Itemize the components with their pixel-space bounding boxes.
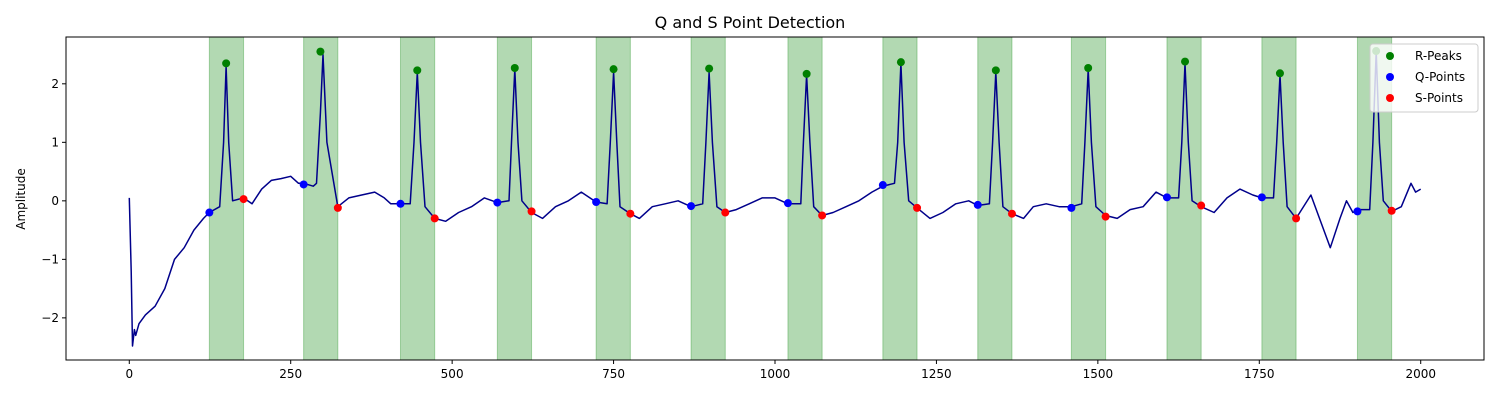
x-tick-label: 250 (279, 367, 302, 381)
r-peak-marker-3 (510, 64, 519, 73)
s-point-marker-7 (913, 203, 922, 212)
legend-label-q_points: Q-Points (1415, 70, 1465, 84)
q-point-marker-1 (299, 180, 308, 189)
y-tick-label: 2 (51, 77, 59, 91)
s-point-marker-11 (1292, 214, 1301, 223)
s-point-marker-2 (430, 214, 439, 223)
x-tick-label: 0 (125, 367, 133, 381)
x-tick-label: 1250 (921, 367, 952, 381)
signal-line-group (128, 50, 1422, 347)
q-point-marker-2 (396, 199, 405, 208)
r-peak-marker-7 (896, 58, 905, 67)
q-point-marker-0 (205, 208, 214, 217)
s-point-marker-4 (626, 209, 635, 218)
y-tick-label: −1 (41, 252, 59, 266)
legend-label-r_peaks: R-Peaks (1415, 49, 1462, 63)
s-point-marker-1 (333, 203, 342, 212)
q-point-marker-6 (783, 199, 792, 208)
x-tick-label: 2000 (1405, 367, 1436, 381)
s-point-marker-0 (239, 195, 248, 204)
r-peak-marker-2 (413, 66, 422, 75)
s-point-marker-10 (1197, 201, 1206, 210)
legend: R-Peaks Q-Points S-Points (1369, 43, 1479, 113)
x-tick-label: 1750 (1244, 367, 1275, 381)
q-point-marker-12 (1353, 207, 1362, 216)
x-tick-label: 750 (602, 367, 625, 381)
q-point-marker-3 (493, 198, 502, 207)
r-peak-marker-8 (991, 66, 1000, 75)
x-tick-label: 1500 (1083, 367, 1114, 381)
q-point-marker-9 (1067, 203, 1076, 212)
q-point-marker-10 (1162, 193, 1171, 202)
chart-title: Q and S Point Detection (655, 13, 846, 32)
q-point-marker-8 (973, 200, 982, 209)
legend-marker-q_points (1386, 73, 1394, 81)
q-point-marker-4 (592, 198, 601, 207)
y-tick-label: 1 (51, 135, 59, 149)
q-point-marker-7 (878, 181, 887, 190)
signal-line (128, 50, 1422, 347)
r-peak-marker-10 (1181, 57, 1190, 66)
s-point-marker-3 (527, 207, 536, 216)
r-peak-marker-0 (222, 59, 231, 68)
x-tick-label: 500 (441, 367, 464, 381)
r-peak-marker-5 (705, 64, 714, 73)
r-peak-marker-6 (802, 69, 811, 78)
x-tick-label: 1000 (760, 367, 791, 381)
s-point-marker-9 (1101, 212, 1110, 221)
marker-group (205, 47, 1396, 223)
y-axis: −2 −1 0 1 2 (41, 77, 66, 325)
s-point-marker-8 (1007, 209, 1016, 218)
q-point-marker-11 (1257, 193, 1266, 202)
s-point-marker-6 (818, 211, 827, 220)
s-point-marker-12 (1387, 206, 1396, 215)
s-point-marker-5 (721, 208, 730, 217)
y-axis-label: Amplitude (14, 168, 28, 230)
legend-marker-r_peaks (1386, 52, 1394, 60)
r-peak-marker-11 (1275, 69, 1284, 78)
y-tick-label: 0 (51, 194, 59, 208)
x-axis: 0 250 500 750 1000 1250 1500 1750 2000 (125, 360, 1436, 381)
r-peak-marker-9 (1084, 64, 1093, 73)
shaded-region-6 (787, 36, 823, 361)
y-tick-label: −2 (41, 311, 59, 325)
q-point-marker-5 (687, 202, 696, 211)
legend-label-s_points: S-Points (1415, 91, 1463, 105)
r-peak-marker-1 (316, 47, 325, 56)
shaded-region-1 (303, 36, 339, 361)
legend-marker-s_points (1386, 94, 1394, 102)
legend-box (1369, 43, 1479, 113)
r-peak-marker-4 (609, 65, 618, 74)
